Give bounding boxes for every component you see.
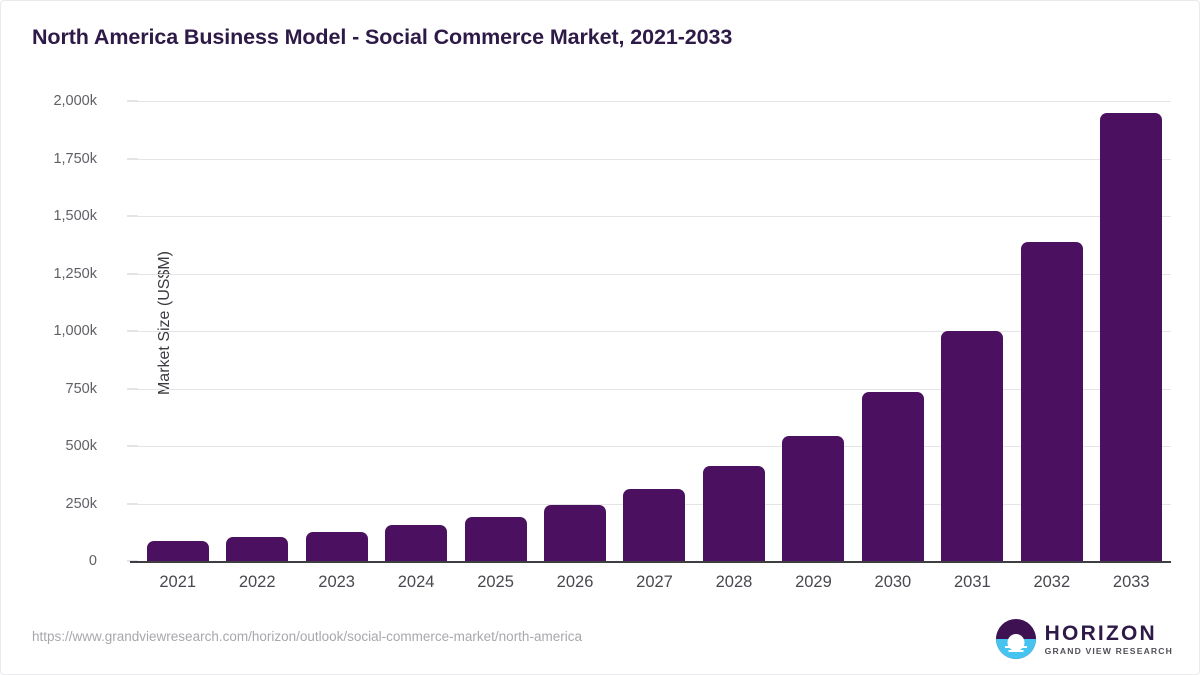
y-axis-tick-label: 1,500k (53, 208, 97, 224)
bar-slot (774, 101, 853, 561)
y-axis-tick-mark (127, 273, 138, 274)
y-axis-tick-label: 1,750k (53, 150, 97, 167)
y-axis-tick-label: 250k (65, 495, 97, 512)
bar-slot (456, 101, 535, 561)
bar-2033[interactable] (1100, 112, 1163, 561)
x-axis-tick-2027: 2027 (636, 573, 673, 591)
logo-tagline: GRAND VIEW RESEARCH (1044, 645, 1173, 656)
bar-2030[interactable] (861, 391, 924, 561)
y-axis-tick-mark (127, 158, 138, 159)
y-axis-tick-label: 0 (88, 553, 97, 569)
bar-slot (297, 101, 376, 561)
bar-2028[interactable] (702, 466, 765, 561)
x-axis-tick-2030: 2030 (874, 573, 912, 591)
x-axis-tick-2024: 2024 (397, 573, 435, 591)
logo-name: HORIZON (1044, 621, 1157, 645)
horizon-logo[interactable]: HORIZON GRAND VIEW RESEARCH (995, 619, 1173, 659)
x-axis-tick-2021: 2021 (159, 573, 197, 591)
y-axis-tick-mark (127, 100, 138, 102)
bar-series (138, 101, 1171, 561)
bar-slot (217, 101, 296, 561)
bar-slot (615, 101, 694, 561)
bar-slot (1012, 101, 1091, 561)
y-axis-tick-label: 750k (65, 380, 97, 397)
x-axis-tick-2031: 2031 (953, 573, 991, 591)
gridline (138, 331, 1171, 332)
x-axis-tick-2023: 2023 (318, 573, 355, 591)
bar-2032[interactable] (1020, 242, 1083, 561)
bar-2031[interactable] (941, 331, 1004, 561)
bar-slot (853, 101, 932, 561)
page-title: North America Business Model - Social Co… (32, 25, 733, 49)
x-axis-line (130, 561, 1171, 563)
y-axis-tick-label: 500k (65, 438, 97, 454)
bar-slot (694, 101, 773, 561)
bar-2022[interactable] (226, 536, 289, 561)
y-axis-tick-mark (127, 330, 138, 332)
gridline (138, 446, 1171, 447)
x-axis-tick-2033: 2033 (1112, 573, 1150, 591)
gridline (138, 101, 1171, 102)
gridline (138, 158, 1171, 160)
x-axis-tick-2028: 2028 (715, 573, 753, 591)
bar-slot (535, 101, 614, 561)
source-url[interactable]: https://www.grandviewresearch.com/horizo… (32, 629, 582, 644)
x-axis-tick-2032: 2032 (1033, 573, 1071, 591)
y-axis-tick-label: 1,000k (53, 323, 97, 339)
x-axis-tick-2029: 2029 (795, 573, 832, 591)
gridline (138, 388, 1171, 390)
logo-text-block: HORIZON GRAND VIEW RESEARCH (1045, 623, 1173, 656)
horizon-logo-icon (995, 619, 1036, 659)
bar-slot (376, 101, 455, 561)
bar-slot (1092, 101, 1171, 561)
y-axis-tick-label: 2,000k (53, 93, 97, 109)
bar-2029[interactable] (782, 435, 845, 561)
y-axis-tick-label: 1,250k (53, 265, 97, 282)
bar-slot (138, 101, 217, 561)
y-axis-tick-mark (127, 445, 138, 447)
y-axis-tick-mark (127, 215, 138, 217)
bar-slot (933, 101, 1012, 561)
bar-2024[interactable] (385, 525, 448, 561)
y-axis-tick-mark (127, 388, 138, 389)
bar-2027[interactable] (623, 489, 686, 561)
bar-2023[interactable] (305, 531, 368, 561)
plot-area: Market Size (US$M) 0 250k 500k 750k 1,000k 1,… (53, 93, 1171, 591)
bar-2021[interactable] (146, 541, 209, 561)
gridline (138, 273, 1171, 275)
x-axis-tick-2022: 2022 (238, 573, 276, 591)
x-axis-tick-2025: 2025 (477, 573, 514, 591)
x-axis-tick-2026: 2026 (556, 573, 594, 591)
gridline (138, 216, 1171, 217)
bar-2026[interactable] (544, 504, 607, 561)
y-axis-tick-mark (127, 503, 138, 504)
bar-2025[interactable] (464, 517, 527, 561)
